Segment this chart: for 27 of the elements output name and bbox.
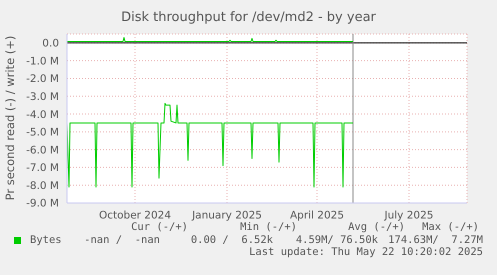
text: 174.63M/ 7.27M bbox=[388, 234, 483, 246]
y-tick-label: -1.0 M bbox=[26, 55, 59, 68]
text: 0.00 / 6.52k bbox=[190, 234, 273, 246]
x-tick-label: July 2025 bbox=[384, 209, 434, 222]
y-tick-label: -6.0 M bbox=[26, 144, 59, 156]
text: Max (-/+) bbox=[422, 221, 479, 233]
text: Avg (-/+) bbox=[347, 221, 405, 233]
y-tick-label: -4.0 M bbox=[26, 108, 59, 121]
y-tick-label: -3.0 M bbox=[26, 90, 59, 103]
y-axis-title: Pr second read (-) / write (+) bbox=[3, 36, 17, 200]
text: Min (-/+) bbox=[239, 221, 297, 233]
x-tick-label: January 2025 bbox=[191, 209, 262, 222]
y-tick-label: 0.0 bbox=[42, 38, 59, 50]
y-tick-label: -9.0 M bbox=[26, 198, 59, 210]
y-tick-label: -2.0 M bbox=[26, 73, 59, 86]
y-tick-label: -5.0 M bbox=[26, 126, 59, 139]
y-tick-label: -8.0 M bbox=[26, 180, 59, 192]
text: Cur (-/+) bbox=[130, 221, 188, 233]
text: -nan / -nan bbox=[83, 234, 160, 246]
text: 4.59M/ 76.50k bbox=[296, 234, 378, 246]
chart-title: Disk throughput for /dev/md2 - by year bbox=[120, 10, 377, 25]
text: Last update: Thu May 22 10:20:02 2025 bbox=[249, 246, 483, 258]
line-series bbox=[67, 102, 354, 188]
x-tick-label: October 2024 bbox=[98, 209, 172, 222]
y-tick-label: -7.0 M bbox=[26, 162, 59, 174]
legend-label: Bytes bbox=[30, 234, 62, 246]
x-tick-label: April 2025 bbox=[290, 209, 344, 222]
